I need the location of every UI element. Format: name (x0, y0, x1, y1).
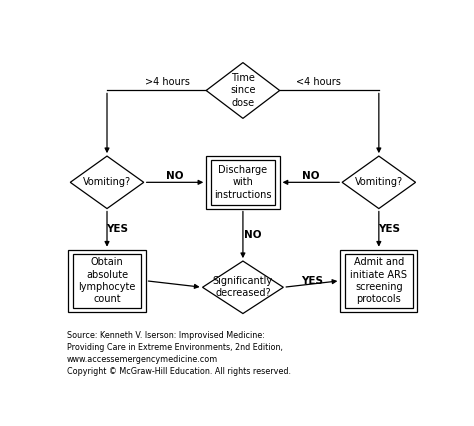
Polygon shape (342, 156, 416, 209)
Text: >4 hours: >4 hours (145, 77, 190, 87)
FancyBboxPatch shape (345, 253, 413, 308)
FancyBboxPatch shape (206, 156, 280, 209)
Text: NO: NO (245, 230, 262, 240)
Polygon shape (206, 63, 280, 118)
Text: Obtain
absolute
lymphocyte
count: Obtain absolute lymphocyte count (78, 257, 136, 304)
FancyBboxPatch shape (340, 250, 418, 312)
Text: Discharge
with
instructions: Discharge with instructions (214, 165, 272, 200)
Text: Significantly
decreased?: Significantly decreased? (213, 276, 273, 299)
FancyBboxPatch shape (73, 253, 141, 308)
Text: YES: YES (301, 276, 323, 286)
Polygon shape (202, 261, 283, 314)
Polygon shape (70, 156, 144, 209)
Text: <4 hours: <4 hours (296, 77, 341, 87)
FancyBboxPatch shape (210, 160, 275, 204)
FancyBboxPatch shape (68, 250, 146, 312)
Text: Admit and
initiate ARS
screening
protocols: Admit and initiate ARS screening protoco… (350, 257, 407, 304)
Text: Vomiting?: Vomiting? (355, 177, 403, 187)
Text: Vomiting?: Vomiting? (83, 177, 131, 187)
Text: Source: Kenneth V. Iserson: Improvised Medicine:
Providing Care in Extreme Envir: Source: Kenneth V. Iserson: Improvised M… (66, 331, 291, 376)
Text: NO: NO (302, 171, 319, 181)
Text: YES: YES (106, 224, 128, 234)
Text: NO: NO (166, 171, 184, 181)
Text: YES: YES (378, 224, 400, 234)
Text: Time
since
dose: Time since dose (230, 73, 255, 108)
